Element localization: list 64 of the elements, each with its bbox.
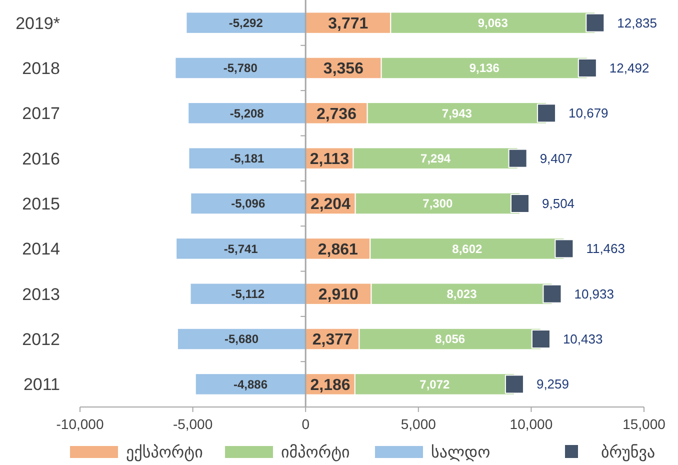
point — [504, 374, 524, 394]
data-label: 9,259 — [536, 376, 570, 392]
data-label: 7,072 — [420, 377, 450, 392]
data-label: -5,096 — [231, 196, 266, 211]
data-label: 2,736 — [316, 106, 357, 123]
data-label: -5,680 — [224, 332, 259, 346]
data-label: 12,835 — [617, 15, 657, 30]
data-label: 2,204 — [310, 196, 351, 214]
y-tick-label: 2019* — [16, 14, 60, 33]
data-label: -5,741 — [224, 242, 258, 256]
data-label: 8,023 — [446, 287, 478, 302]
legend-label: იმპორტი — [281, 444, 350, 462]
data-label: -5,292 — [228, 16, 264, 30]
data-label: 9,504 — [542, 196, 575, 212]
point — [554, 239, 574, 258]
y-tick-label: 2015 — [22, 194, 60, 214]
data-label: 9,407 — [540, 150, 572, 166]
legend-label: სალდო — [431, 444, 490, 462]
y-tick-label: 2014 — [22, 240, 60, 259]
data-label: 10,933 — [574, 286, 614, 302]
data-label: 2,910 — [318, 286, 359, 304]
data-label: 8,602 — [452, 242, 483, 256]
y-tick-label: 2011 — [23, 375, 60, 394]
point — [586, 13, 605, 32]
data-label: 3,356 — [323, 60, 364, 78]
y-tick-label: 2013 — [22, 284, 60, 304]
data-label: 2,377 — [312, 332, 353, 349]
point — [508, 148, 528, 168]
data-label: -5,181 — [230, 152, 264, 166]
x-tick-label: 15,000 — [622, 416, 666, 432]
data-label: -5,780 — [223, 61, 258, 76]
data-label: 3,771 — [328, 15, 368, 32]
data-label: 2,186 — [310, 376, 350, 394]
data-label: 12,492 — [609, 60, 650, 76]
data-label: 2,861 — [318, 241, 358, 258]
data-label: -5,112 — [231, 287, 265, 302]
y-tick-label: 2012 — [22, 330, 60, 349]
x-tick-label: 10,000 — [510, 416, 553, 432]
point — [510, 194, 530, 213]
point — [531, 330, 550, 349]
y-tick-label: 2017 — [22, 104, 60, 124]
y-tick-label: 2018 — [22, 58, 60, 78]
data-label: 11,463 — [586, 241, 625, 256]
y-tick-label: 2016 — [22, 149, 60, 168]
data-label: 10,433 — [562, 332, 603, 347]
data-label: 9,063 — [478, 16, 508, 30]
data-label: 10,679 — [568, 106, 608, 121]
data-label: -4,886 — [233, 377, 268, 392]
x-tick-label: 5,000 — [400, 416, 436, 432]
data-label: 8,056 — [435, 332, 466, 346]
legend-label: ექსპორტი — [126, 444, 203, 462]
data-label: 7,294 — [420, 152, 451, 166]
data-label: 9,136 — [469, 61, 500, 76]
data-label: 7,300 — [422, 196, 454, 211]
point — [578, 58, 597, 78]
x-tick-label: 0 — [302, 416, 310, 432]
x-tick-label: -5,000 — [172, 416, 213, 432]
data-label: -5,208 — [230, 106, 264, 120]
point — [537, 104, 556, 123]
data-label: 7,943 — [442, 106, 472, 120]
point — [542, 284, 562, 304]
legend-label: ბრუნვა — [601, 444, 656, 462]
x-tick-label: -10,000 — [56, 416, 104, 432]
data-label: 2,113 — [310, 150, 350, 168]
